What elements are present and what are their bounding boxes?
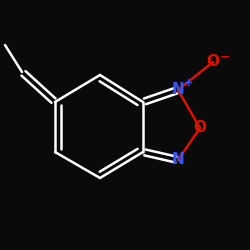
Text: +: + xyxy=(184,78,193,88)
Text: −: − xyxy=(219,50,230,64)
Text: O: O xyxy=(194,120,206,136)
Text: N: N xyxy=(172,82,184,98)
Text: O: O xyxy=(206,54,220,70)
Text: N: N xyxy=(172,152,184,168)
